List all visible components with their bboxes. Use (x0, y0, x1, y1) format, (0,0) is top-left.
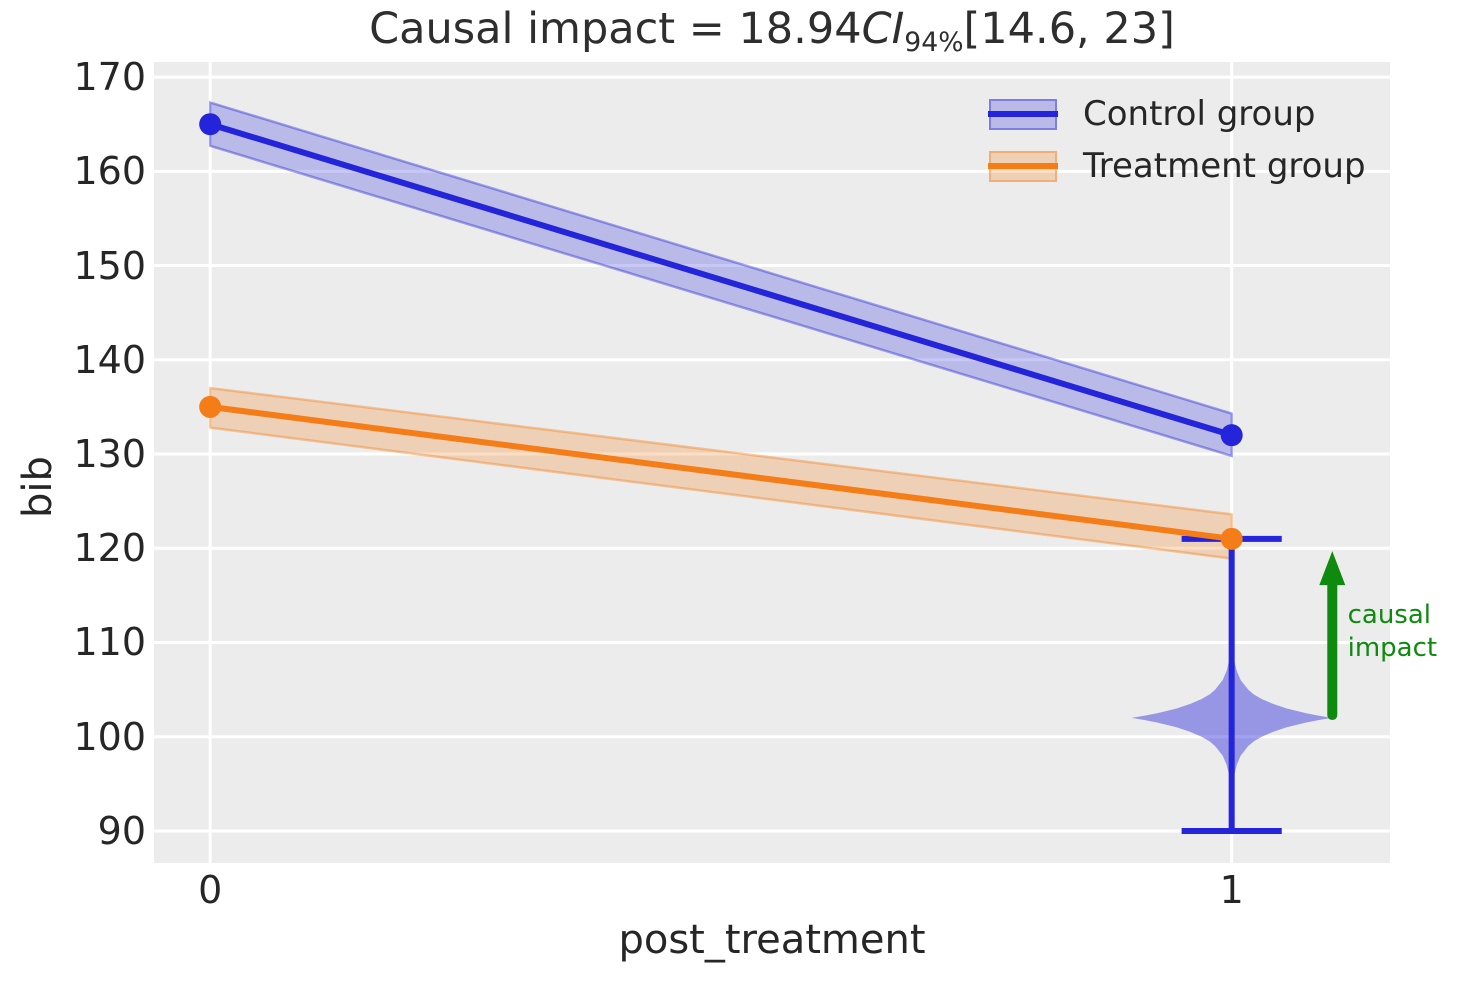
series-point-0 (199, 113, 222, 136)
y-tick-label-170: 170 (73, 55, 146, 100)
annotation-line-2: impact (1347, 633, 1438, 664)
y-tick-label-110: 110 (73, 620, 146, 665)
legend-item-control-group: Control group (986, 94, 1366, 134)
y-tick-label-90: 90 (97, 808, 146, 853)
series-point-0 (1220, 424, 1243, 447)
x-axis-label: post_treatment (618, 917, 926, 963)
title-ci-subscript: 94% (904, 26, 964, 58)
series-point-1 (1220, 527, 1243, 550)
legend-item-treatment-group: Treatment group (986, 146, 1366, 186)
legend-swatch-control-group (988, 98, 1058, 130)
y-tick-label-120: 120 (73, 526, 146, 571)
legend-swatch-treatment-group (988, 150, 1058, 182)
y-tick-label-130: 130 (73, 432, 146, 477)
series-line-1 (209, 403, 1233, 542)
legend-label-control-group: Control group (1083, 94, 1316, 134)
annotation-line-1: causal (1347, 600, 1432, 631)
y-tick-label-100: 100 (73, 714, 146, 759)
plot-area: Control group Treatment group causal imp… (154, 62, 1437, 863)
y-tick-label-160: 160 (73, 149, 146, 194)
legend-label-treatment-group: Treatment group (1083, 146, 1366, 186)
x-tick-label-0: 0 (198, 868, 223, 912)
plot-canvas (154, 62, 1390, 863)
legend-line-treatment-group (988, 163, 1058, 169)
legend: Control group Treatment group (986, 94, 1366, 186)
y-tick-label-150: 150 (73, 243, 146, 288)
title-interval: [14.6, 23] (963, 4, 1175, 54)
y-axis-tick-labels: 90 100 110 120 130 140 150 160 170 (0, 58, 146, 863)
causal-impact-annotation: causal impact (1348, 599, 1437, 666)
causal-impact-arrow-head (1319, 551, 1346, 586)
chart-title: Causal impact = 18.94CI94%[14.6, 23] (154, 4, 1390, 58)
x-tick-label-1: 1 (1219, 868, 1244, 912)
legend-line-control-group (988, 111, 1058, 117)
title-prefix: Causal impact = 18.94 (369, 4, 862, 54)
series-line-0 (209, 121, 1233, 439)
title-ci: CI (861, 4, 905, 54)
series-point-1 (199, 395, 222, 418)
y-tick-label-140: 140 (73, 337, 146, 382)
